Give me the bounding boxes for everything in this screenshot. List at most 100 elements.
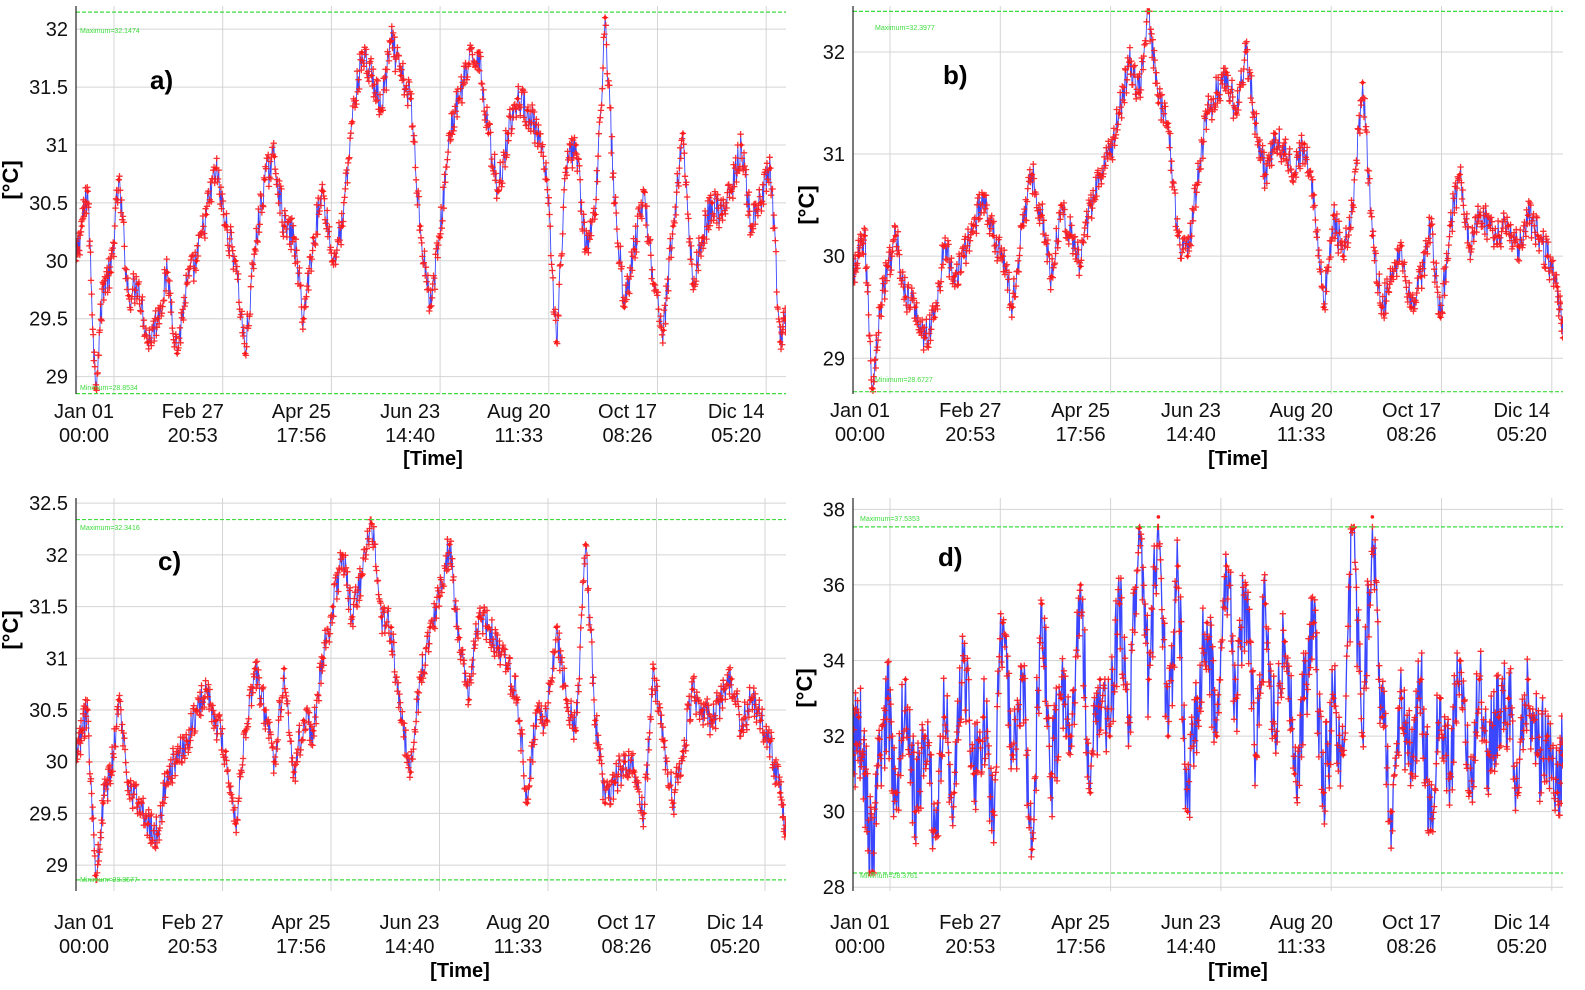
y-tick-label: 28 bbox=[823, 877, 845, 899]
x-tick-date: Jun 23 bbox=[379, 912, 439, 934]
data-point bbox=[1234, 111, 1239, 116]
data-point bbox=[185, 739, 189, 743]
data-point bbox=[1448, 223, 1452, 228]
data-point bbox=[1360, 734, 1365, 738]
data-point bbox=[593, 212, 598, 217]
x-tick-time: 14:40 bbox=[384, 936, 434, 958]
data-point bbox=[1526, 677, 1530, 682]
data-point bbox=[632, 247, 637, 252]
data-point bbox=[544, 177, 549, 182]
data-point bbox=[690, 687, 695, 692]
data-point bbox=[1010, 305, 1015, 310]
data-point bbox=[93, 873, 98, 878]
temperature-series bbox=[853, 515, 1563, 877]
data-point bbox=[1409, 305, 1414, 310]
data-point bbox=[1409, 772, 1414, 776]
data-point bbox=[661, 328, 666, 333]
data-point bbox=[447, 131, 452, 136]
data-point bbox=[1176, 233, 1180, 238]
x-tick-date: Feb 27 bbox=[162, 401, 224, 423]
data-point bbox=[476, 50, 481, 55]
y-tick-label: 30.5 bbox=[29, 193, 68, 215]
grid-lines bbox=[853, 498, 1563, 891]
data-point bbox=[651, 282, 656, 286]
data-point bbox=[554, 625, 559, 630]
data-point bbox=[862, 772, 867, 776]
data-point bbox=[1020, 223, 1025, 228]
data-point bbox=[886, 264, 890, 269]
x-tick-time: 20:53 bbox=[945, 424, 995, 446]
data-point bbox=[1292, 772, 1297, 776]
x-tick-date: Jan 01 bbox=[54, 401, 114, 423]
data-point bbox=[253, 247, 257, 252]
data-point bbox=[243, 351, 248, 356]
data-point bbox=[525, 801, 530, 805]
data-point bbox=[574, 143, 578, 147]
data-point bbox=[1428, 828, 1433, 833]
min-annotation: Minimum=28.6727 bbox=[875, 377, 933, 384]
x-tick-date: Oct 17 bbox=[598, 401, 657, 423]
data-point bbox=[1506, 223, 1511, 228]
data-point bbox=[1448, 772, 1452, 776]
data-point bbox=[720, 697, 724, 702]
data-point bbox=[253, 666, 257, 671]
data-point bbox=[272, 154, 277, 159]
data-point bbox=[1399, 696, 1404, 701]
data-point bbox=[758, 201, 763, 205]
y-tick-label: 32 bbox=[46, 545, 68, 567]
max-min-lines bbox=[853, 10, 1563, 393]
data-point bbox=[1458, 172, 1462, 177]
temperature-series bbox=[853, 8, 1563, 394]
data-point bbox=[1370, 515, 1375, 519]
data-point bbox=[369, 522, 374, 526]
data-point bbox=[878, 753, 883, 757]
data-point bbox=[564, 697, 568, 702]
data-point bbox=[778, 790, 782, 795]
data-point bbox=[1156, 101, 1161, 105]
data-point bbox=[991, 809, 995, 814]
y-tick-labels: 29 29.5 30 30.5 31 31.5 32 32.5 bbox=[29, 493, 68, 877]
y-tick-label: 29 bbox=[823, 348, 845, 370]
data-point bbox=[194, 708, 199, 712]
x-tick-date: Apr 25 bbox=[272, 401, 331, 423]
x-tick-date: Jun 23 bbox=[1161, 912, 1221, 934]
data-point bbox=[1069, 233, 1073, 238]
data-point bbox=[1049, 274, 1054, 279]
data-point bbox=[1244, 50, 1248, 54]
data-point bbox=[710, 201, 714, 205]
data-point bbox=[292, 770, 296, 774]
data-point bbox=[175, 351, 179, 356]
data-point bbox=[1185, 809, 1190, 814]
y-tick-label: 31 bbox=[46, 648, 68, 670]
data-point bbox=[671, 224, 675, 228]
max-annotation: Maximum=32.1474 bbox=[80, 28, 140, 35]
data-point bbox=[622, 305, 627, 309]
data-point bbox=[223, 224, 228, 228]
data-point bbox=[1273, 131, 1277, 136]
data-point bbox=[1078, 583, 1083, 587]
data-point bbox=[1059, 203, 1063, 207]
x-tick-date: Dic 14 bbox=[1493, 912, 1550, 934]
data-point bbox=[1146, 677, 1151, 682]
data-point bbox=[243, 728, 248, 733]
data-point bbox=[971, 772, 976, 776]
x-tick-time: 11:33 bbox=[1277, 424, 1326, 446]
data-point bbox=[1516, 790, 1521, 795]
data-point bbox=[1331, 696, 1336, 701]
data-point bbox=[340, 553, 345, 557]
data-point bbox=[671, 801, 675, 805]
data-point bbox=[126, 293, 131, 298]
data-point bbox=[1224, 70, 1229, 75]
data-point bbox=[681, 131, 685, 136]
data-point bbox=[700, 708, 705, 712]
data-point bbox=[593, 718, 598, 723]
data-point bbox=[1185, 254, 1190, 258]
data-point bbox=[476, 615, 481, 619]
x-tick-time: 17:56 bbox=[276, 936, 326, 958]
data-point bbox=[1399, 244, 1404, 248]
data-point bbox=[116, 177, 121, 182]
data-point bbox=[486, 131, 491, 136]
data-point bbox=[857, 254, 861, 258]
